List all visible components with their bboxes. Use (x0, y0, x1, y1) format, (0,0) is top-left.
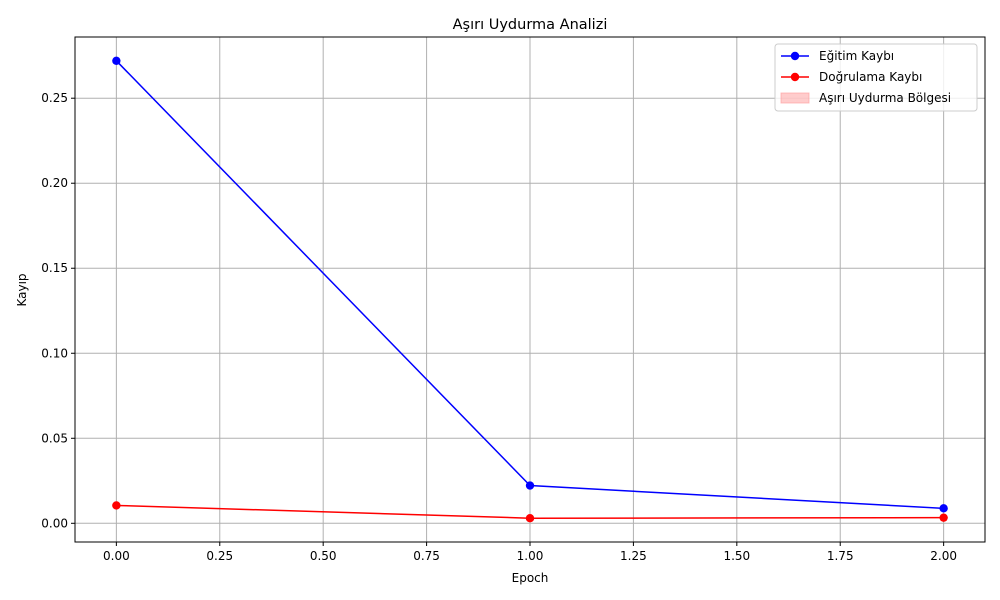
grid-lines (75, 37, 985, 542)
x-tick-label: 0.75 (413, 549, 440, 563)
data-point-1 (112, 501, 121, 510)
data-point-0 (939, 504, 948, 513)
y-axis-label: Kayıp (15, 273, 29, 306)
x-tick-label: 1.50 (723, 549, 750, 563)
y-tick-label: 0.10 (41, 346, 68, 360)
y-tick-label: 0.15 (41, 261, 68, 275)
x-tick-label: 2.00 (930, 549, 957, 563)
legend-label-region: Aşırı Uydurma Bölgesi (819, 91, 951, 105)
x-axis-label: Epoch (512, 571, 549, 585)
series-layer (112, 56, 948, 523)
x-axis-ticks: 0.00 0.25 0.50 0.75 1.00 1.25 1.50 1.75 2.00 (103, 542, 957, 563)
legend: Eğitim Kaybı Doğrulama Kaybı Aşırı Uydurma… (774, 43, 978, 112)
legend-label-1: Doğrulama Kaybı (819, 70, 922, 84)
data-point-1 (525, 513, 535, 523)
legend-label-0: Eğitim Kaybı (819, 49, 894, 63)
x-tick-label: 1.25 (620, 549, 647, 563)
x-tick-label: 0.50 (310, 549, 337, 563)
legend-box (774, 43, 978, 112)
x-tick-label: 0.00 (103, 549, 130, 563)
data-point-0 (112, 56, 121, 66)
legend-marker-1 (790, 72, 800, 82)
y-axis-ticks: 0.00 0.05 0.10 0.15 0.20 0.25 (41, 91, 75, 530)
chart-title: Aşırı Uydurma Analizi (453, 17, 608, 33)
x-tick-label: 1.00 (517, 549, 544, 563)
y-tick-label: 0.00 (41, 516, 68, 530)
x-tick-label: 0.25 (206, 549, 233, 563)
data-point-1 (939, 513, 948, 522)
y-tick-label: 0.05 (41, 431, 68, 445)
legend-marker-0 (790, 51, 800, 61)
y-tick-label: 0.20 (41, 176, 68, 190)
legend-patch-region (780, 92, 810, 104)
x-tick-label: 1.75 (827, 549, 854, 563)
y-tick-label: 0.25 (41, 91, 68, 105)
data-point-0 (525, 481, 535, 490)
